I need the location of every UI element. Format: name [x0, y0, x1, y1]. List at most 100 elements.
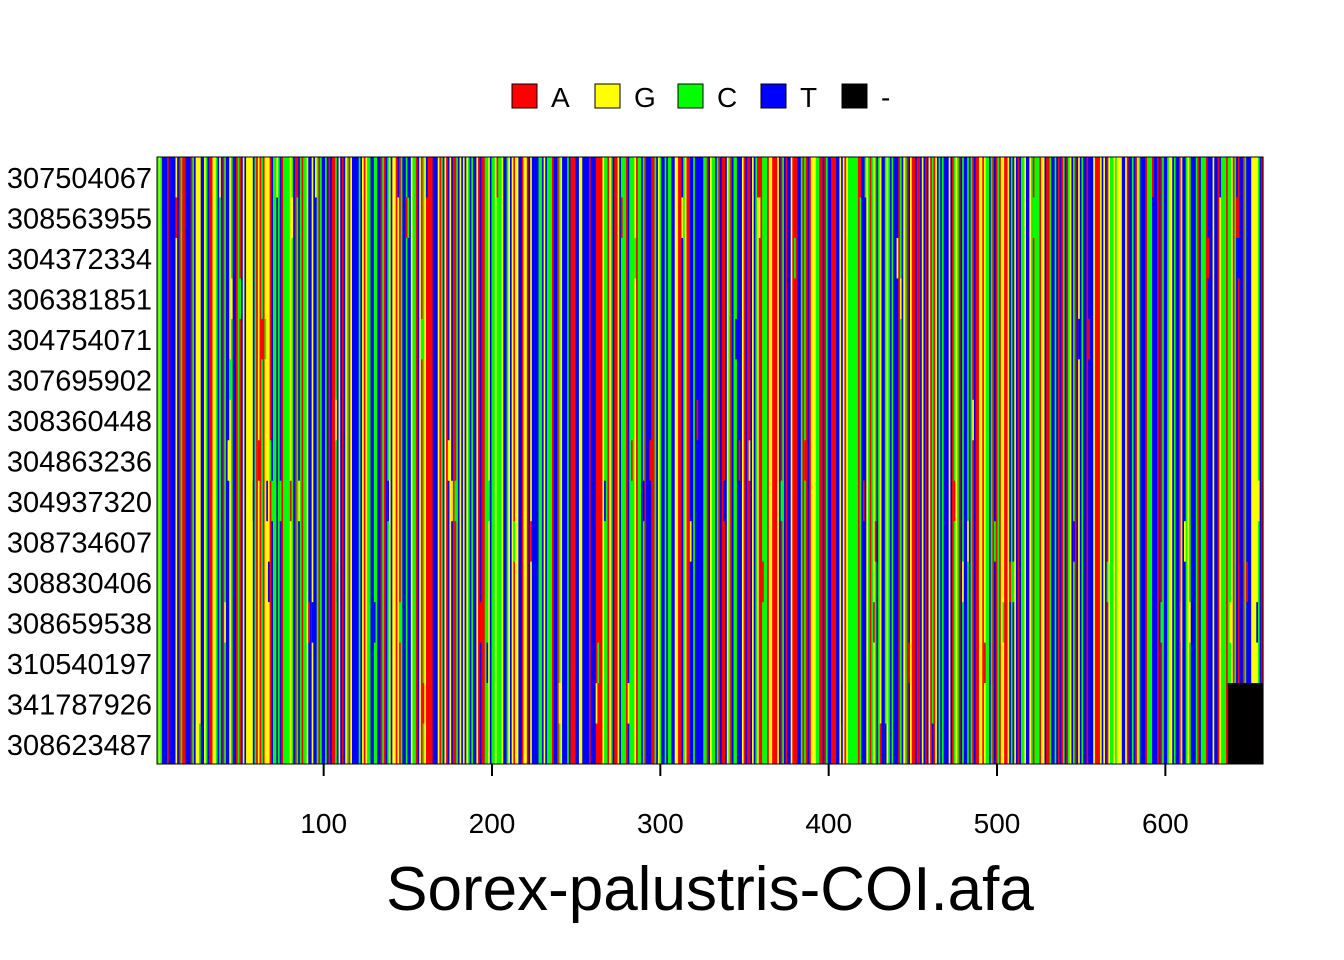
alignment-column	[1041, 157, 1044, 764]
variant-cell	[874, 521, 878, 562]
variant-cell	[1012, 561, 1015, 603]
variant-cell	[1246, 561, 1249, 603]
alignment-column	[632, 157, 635, 764]
alignment-column	[467, 157, 471, 764]
alignment-column	[165, 157, 168, 764]
variant-cell	[289, 480, 293, 522]
alignment-column	[820, 157, 824, 764]
alignment-column	[204, 157, 207, 764]
alignment-column	[259, 157, 262, 764]
alignment-column	[789, 157, 792, 764]
alignment-column	[212, 157, 215, 764]
alignment-column	[1229, 157, 1232, 764]
alignment-column	[881, 157, 884, 764]
variant-cell	[362, 157, 365, 198]
variant-cell	[896, 237, 899, 279]
alignment-column	[494, 157, 498, 764]
alignment-column	[1105, 157, 1108, 764]
alignment-column	[230, 157, 234, 764]
alignment-column	[684, 157, 688, 764]
variant-cell	[634, 237, 637, 279]
variant-cell	[847, 237, 851, 279]
x-tick-label: 200	[469, 808, 516, 839]
alignment-column	[703, 157, 706, 764]
alignment-column	[1153, 157, 1157, 764]
variant-cell	[908, 642, 911, 684]
alignment-column	[167, 157, 170, 764]
legend-swatch-4	[841, 83, 868, 109]
variant-cell	[405, 197, 409, 238]
variant-cell	[296, 157, 299, 198]
alignment-column	[499, 157, 503, 764]
alignment-column	[394, 157, 397, 764]
alignment-column	[1121, 157, 1125, 764]
alignment-column	[299, 157, 303, 764]
alignment-column	[797, 157, 800, 764]
alignment-column	[193, 157, 197, 764]
alignment-column	[846, 157, 849, 764]
alignment-column	[765, 157, 768, 764]
alignment-column	[704, 157, 708, 764]
alignment-column	[1049, 157, 1052, 764]
alignment-column	[516, 157, 519, 764]
alignment-column	[950, 157, 953, 764]
alignment-column	[1091, 157, 1094, 764]
variant-cell	[335, 399, 338, 441]
alignment-column	[336, 157, 340, 764]
alignment-column	[928, 157, 931, 764]
alignment-column	[430, 157, 434, 764]
alignment-column	[711, 157, 714, 764]
alignment-column	[407, 157, 410, 764]
alignment-column	[550, 157, 553, 764]
alignment-column	[207, 157, 210, 764]
alignment-column	[278, 157, 281, 764]
alignment-column	[886, 157, 889, 764]
alignment-column	[254, 157, 257, 764]
alignment-column	[1126, 157, 1130, 764]
alignment-column	[540, 157, 543, 764]
alignment-column	[644, 157, 647, 764]
alignment-column	[249, 157, 252, 764]
variant-cell	[252, 480, 256, 522]
plot-area	[156, 156, 1264, 765]
alignment-column	[315, 157, 318, 764]
alignment-column	[210, 157, 214, 764]
alignment-column	[410, 157, 414, 764]
alignment-column	[852, 157, 856, 764]
gap-block	[1227, 683, 1263, 764]
variant-cell	[631, 440, 634, 481]
alignment-column	[701, 157, 704, 764]
alignment-column	[274, 157, 277, 764]
alignment-column	[370, 157, 373, 764]
alignment-column	[1261, 157, 1264, 764]
alignment-column	[1062, 157, 1066, 764]
alignment-column	[862, 157, 866, 764]
alignment-column	[456, 157, 459, 764]
alignment-column	[583, 157, 587, 764]
alignment-column	[1136, 157, 1140, 764]
alignment-column	[313, 157, 316, 764]
alignment-column	[926, 157, 930, 764]
alignment-column	[1074, 157, 1078, 764]
alignment-column	[220, 157, 224, 764]
alignment-column	[1130, 157, 1133, 764]
alignment-column	[815, 157, 819, 764]
alignment-column	[363, 157, 367, 764]
alignment-column	[217, 157, 220, 764]
alignment-column	[417, 157, 420, 764]
alignment-column	[1017, 157, 1020, 764]
alignment-column	[318, 157, 321, 764]
alignment-column	[780, 157, 783, 764]
alignment-column	[1004, 157, 1007, 764]
alignment-column	[726, 157, 730, 764]
alignment-column	[637, 157, 641, 764]
alignment-column	[341, 157, 345, 764]
variant-cell	[899, 278, 903, 319]
variant-cell	[422, 683, 425, 724]
variant-cell	[298, 480, 301, 522]
alignment-column	[800, 157, 804, 764]
alignment-column	[1147, 157, 1150, 764]
alignment-column	[192, 157, 195, 764]
alignment-column	[873, 157, 876, 764]
alignment-column	[444, 157, 447, 764]
